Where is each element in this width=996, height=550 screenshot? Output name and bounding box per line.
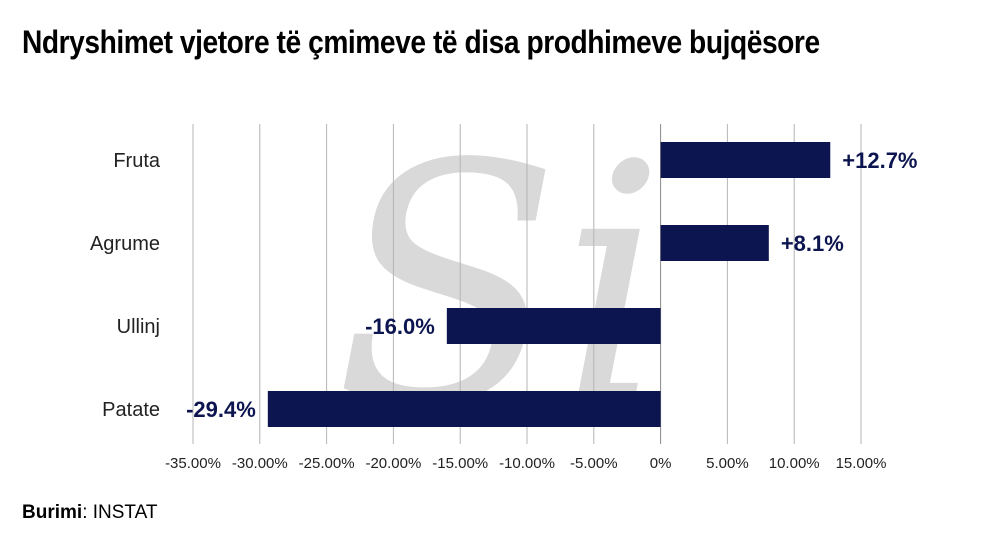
bar-fruta [660,142,831,178]
x-tick-label: 15.00% [836,455,887,472]
x-tick-label: -35.00% [165,455,221,472]
category-label: Patate [102,399,160,421]
data-label: +12.7% [842,148,917,173]
data-label: -29.4% [186,397,256,422]
x-tick-label: -5.00% [570,455,618,472]
chart-title: Ndryshimet vjetore të çmimeve të disa pr… [22,24,820,60]
x-tick-label: -10.00% [499,455,555,472]
bar-ullinj [446,308,661,344]
x-tick-label: -20.00% [365,455,421,472]
source-separator: : [82,502,88,523]
data-labels: +12.7% +8.1% -16.0% -29.4% [186,148,917,422]
source-label: Burimi [22,502,83,523]
x-tick-label: 5.00% [706,455,749,472]
bar-agrume [660,225,769,261]
x-tick-label: -15.00% [432,455,488,472]
bars [267,142,831,427]
x-tick-labels: -35.00% -30.00% -25.00% -20.00% -15.00% -10.0… [165,455,886,472]
x-tick-label: 0% [650,455,672,472]
data-label: +8.1% [781,231,844,256]
source-value: INSTAT [87,502,158,523]
category-label: Fruta [113,150,161,172]
source-note: Burimi: INSTAT [22,502,158,524]
bar-patate [267,391,661,427]
category-label: Ullinj [117,316,160,338]
data-label: -16.0% [365,314,435,339]
x-tick-label: 10.00% [769,455,820,472]
category-labels: Fruta Agrume Ullinj Patate [90,150,161,421]
x-tick-label: -25.00% [299,455,355,472]
category-label: Agrume [90,233,160,255]
x-tick-label: -30.00% [232,455,288,472]
